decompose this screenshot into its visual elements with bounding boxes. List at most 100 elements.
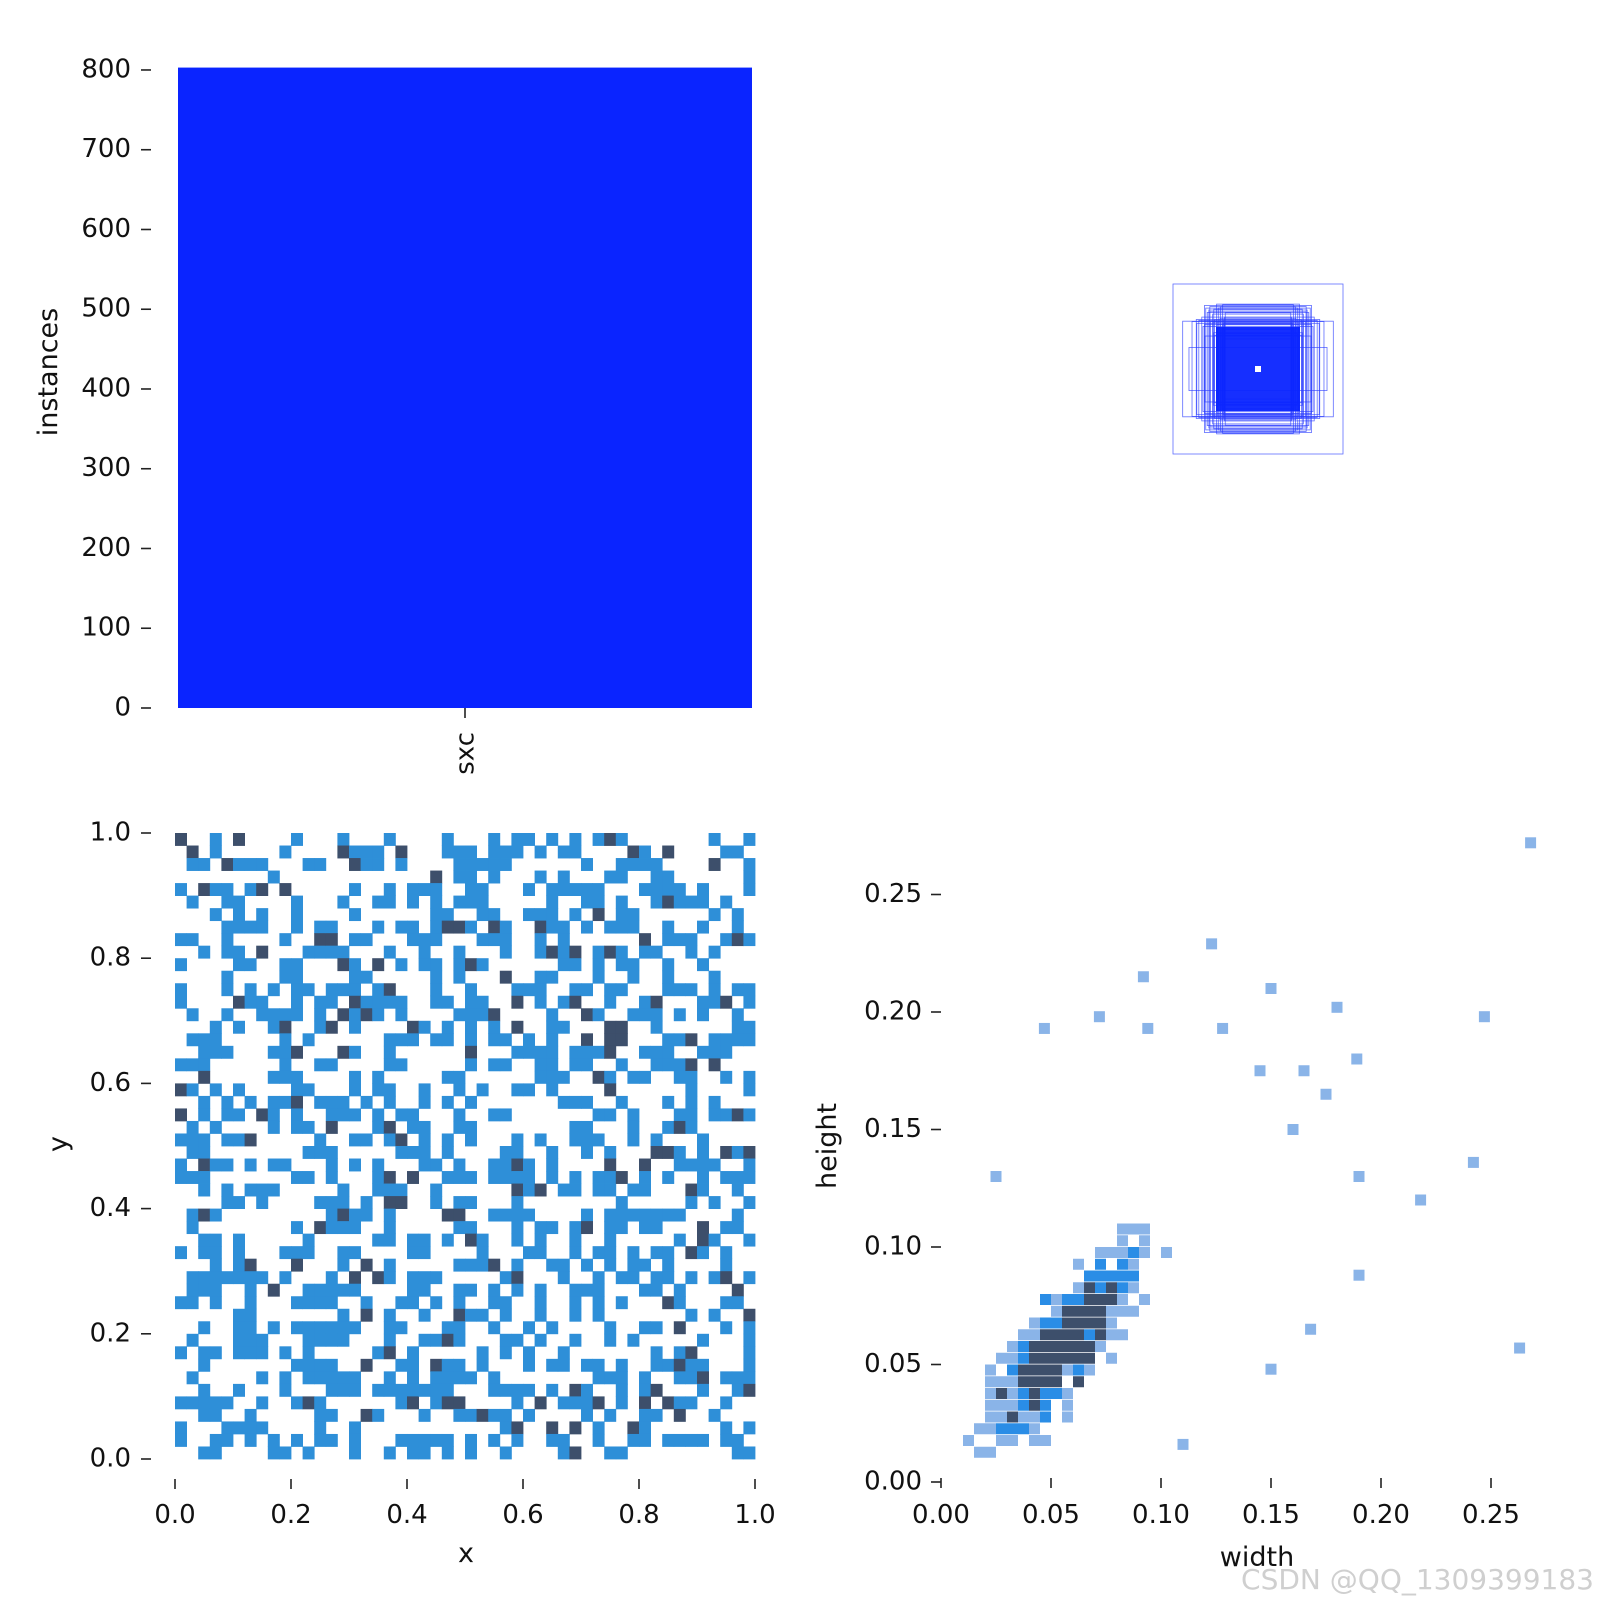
xy-hist-cell <box>256 920 269 934</box>
xy-hist-cell <box>441 1208 454 1222</box>
xy-hist-cell <box>291 1321 303 1335</box>
xy-hist-cell <box>291 1358 303 1372</box>
xy-hist-cell <box>453 970 466 984</box>
xy-hist-cell <box>592 895 605 909</box>
xy-hist-cell <box>209 1158 222 1172</box>
xy-hist-cell <box>488 1208 501 1222</box>
xy-hist-cell <box>697 958 709 972</box>
xy-hist-cell <box>267 1070 280 1084</box>
xy-hist-cell <box>627 1258 640 1272</box>
xy-hist-cell <box>314 1221 327 1235</box>
xy-hist-cell <box>569 958 582 972</box>
xy-hist-cell <box>488 858 501 871</box>
xy-hist-cell <box>221 1396 234 1410</box>
xy-hist-cell <box>650 1058 663 1072</box>
xy-hist-cell <box>256 1333 269 1347</box>
xy-hist-cell <box>697 1433 709 1447</box>
xy-hist-cell <box>209 883 222 896</box>
xy-hist-cell <box>650 1208 663 1222</box>
xy-hist-cell <box>175 1433 187 1447</box>
xy-hist-cell <box>418 1271 431 1285</box>
xy-hist-cell <box>325 1408 338 1422</box>
wh-hist-cell <box>1128 1223 1139 1235</box>
xy-hist-cell <box>534 1058 547 1072</box>
wh-hist-cell <box>1106 1282 1117 1294</box>
xy-hist-cell <box>639 1045 651 1059</box>
xy-hist-cell <box>175 1171 187 1184</box>
xy-hist-cell <box>267 1183 280 1197</box>
wh-hist-cell <box>1073 1376 1084 1388</box>
xy-hist-cell <box>523 1083 535 1097</box>
xy-hist-cell <box>604 1333 617 1347</box>
xy-hist-cell <box>430 1296 443 1310</box>
xy-hist-cell <box>349 1446 361 1460</box>
wh-hist-cell <box>1018 1411 1029 1423</box>
xy-hist-cell <box>279 970 292 984</box>
xy-hist-cell <box>604 1246 617 1260</box>
xy-hist-cell <box>349 1246 361 1260</box>
xy-hist-cell <box>186 1371 199 1385</box>
wh-hist-cell <box>1137 971 1149 983</box>
wh-hist-cell <box>1040 1294 1051 1305</box>
xy-hist-cell <box>349 1070 361 1084</box>
xy-hist-cell <box>279 1158 292 1172</box>
wh-hist-cell <box>1007 1388 1018 1399</box>
xy-hist-cell <box>673 1033 686 1047</box>
xy-hist-cell <box>662 920 675 934</box>
xy-hist-cell <box>465 845 477 859</box>
xy-hist-cell <box>233 945 245 959</box>
wh-hist-cell <box>1084 1364 1095 1376</box>
xy-hist-cell <box>673 1058 686 1072</box>
wh-x-tick-label: 0.00 <box>912 1500 970 1530</box>
xy-hist-cell <box>581 1058 593 1072</box>
xy-hist-cell <box>720 1221 733 1235</box>
xy-hist-cell <box>233 1271 245 1285</box>
xy-hist-cell <box>349 1158 361 1172</box>
xy-hist-cell <box>523 1321 535 1335</box>
xy-hist-cell <box>488 1108 501 1122</box>
xy-hist-cell <box>186 1296 199 1310</box>
xy-hist-cell <box>604 1183 617 1197</box>
xy-hist-cell <box>581 1120 593 1134</box>
xy-hist-cell <box>186 1171 199 1184</box>
xy-hist-cell <box>708 983 721 997</box>
xy-hist-cell <box>499 970 512 984</box>
xy-hist-cell <box>604 983 617 997</box>
xy-hist-cell <box>743 1421 756 1435</box>
wh-hist-cell <box>1051 1388 1062 1399</box>
xy-hist-cell <box>209 1446 222 1460</box>
xy-hist-cell <box>441 1020 454 1034</box>
xy-hist-cell <box>708 970 721 984</box>
bar-y-ticks: 0 100 200 300 400 500 600 700 800 <box>81 54 151 723</box>
xy-hist-cell <box>743 1333 756 1347</box>
xy-hist-cell <box>441 1371 454 1385</box>
xy-hist-cell <box>650 1133 663 1147</box>
xy-hist-cell <box>650 1146 663 1159</box>
wh-hist-cell <box>1095 1305 1106 1317</box>
xy-hist-cell <box>221 945 234 959</box>
xy-hist-cell <box>256 1346 269 1360</box>
xy-hist-cell <box>325 933 338 947</box>
xy-hist-cell <box>267 1433 280 1447</box>
xy-hist-cell <box>325 1296 338 1310</box>
wh-hist-cell <box>1051 1294 1062 1305</box>
xy-hist-cell <box>534 1246 547 1260</box>
xy-hist-cell <box>569 1383 582 1397</box>
xy-hist-cell <box>349 995 361 1009</box>
xy-hist-cell <box>441 1070 454 1084</box>
xy-hist-cell <box>314 858 327 871</box>
xy-hist-cell <box>685 1396 698 1410</box>
xy-hist-cell <box>360 1408 373 1422</box>
xy-hist-cell <box>198 1146 211 1159</box>
xy-hist-cell <box>233 1308 245 1322</box>
xy-hist-cell <box>720 1146 733 1159</box>
xy-hist-cell <box>673 1233 686 1247</box>
xy-hist-cell <box>198 1208 211 1222</box>
xy-hist-cell <box>244 1158 257 1172</box>
wh-hist-cells <box>963 837 1537 1458</box>
xy-hist-cell <box>639 1396 651 1410</box>
wh-y-tick-label: 0.15 <box>864 1114 922 1144</box>
wh-hist-cell <box>1106 1270 1117 1282</box>
xy-hist-cell <box>441 908 454 922</box>
